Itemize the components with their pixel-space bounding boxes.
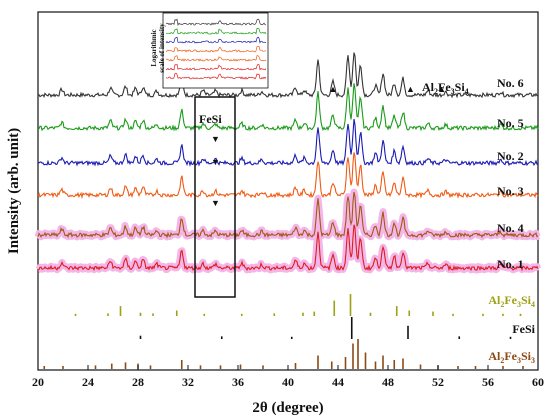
al2fe3si4-top-label: Al2Fe3Si4 [422,80,469,96]
x-tick-label-40: 40 [282,375,294,389]
series-line-no-2 [37,118,539,167]
reference-label-al2fe3si4: Al2Fe3Si4 [488,293,535,309]
inset-curve-5 [165,63,267,71]
peak-markers: ▲ ▲ ▲ ▼ ▼ ▼ [211,84,446,208]
y-axis-title: Intensity (arb. unit) [6,128,22,254]
x-tick-label-28: 28 [132,375,144,389]
peak-marker-2: ▲ [437,84,446,94]
peak-marker-0: ▲ [329,84,338,94]
sample-label-no-2: No. 2 [497,149,524,163]
al2fe3si4-top-label-sub3: 4 [465,87,469,96]
inset-title-line2: scale of intensity [158,23,166,73]
al2fe3si4-top-label-sub2: 3 [451,87,455,96]
series-line-no-4 [37,191,539,239]
series-line-no-3 [37,152,539,200]
x-tick-label-32: 32 [182,375,194,389]
inset-panel: Logarithmic scale of intensity [150,12,269,89]
x-axis: 20 24 28 32 36 40 44 48 52 56 60 [32,365,544,389]
peak-marker-3: ▼ [211,134,220,144]
inset-curve-2 [165,36,266,44]
al2fe3si4-top-label-text: Al [422,80,435,94]
reference-fesi [139,317,512,339]
peak-marker-5: ▼ [211,198,220,208]
x-tick-label-52: 52 [432,375,444,389]
reference-patterns [43,294,524,369]
inset-curve-1 [165,28,267,35]
reference-label-al2fe3si3: Al2Fe3Si3 [488,349,535,365]
sample-label-no-6: No. 6 [497,76,524,90]
x-tick-label-24: 24 [82,375,94,389]
fesi-highlight-box [194,96,236,298]
al2fe3si4-top-label-si: Si [455,80,466,94]
al2fe3si4-top-label-fe: Fe [438,80,451,94]
x-tick-label-36: 36 [232,375,244,389]
reference-al2fe3si4 [74,294,522,316]
series-line-no-6 [37,52,539,99]
x-tick-label-48: 48 [382,375,394,389]
inset-curve-3 [165,45,267,53]
inset-title-line1: Logarithmic [150,29,158,66]
x-tick-label-44: 44 [332,375,344,389]
fesi-box-label: FeSi [199,112,222,126]
highlight-no-4 [34,188,541,241]
x-tick-label-56: 56 [482,375,494,389]
x-axis-title: 2θ (degree) [252,400,323,416]
inset-curve-6 [165,72,267,80]
sample-label-no-5: No. 5 [497,116,524,130]
inset-curve-0 [165,18,267,27]
sample-labels: No. 6 No. 5 No. 2 No. 3 No. 4 No. 1 [497,76,524,271]
sample-label-no-3: No. 3 [497,184,524,198]
reference-label-fesi: FeSi [512,322,535,336]
sample-label-no-1: No. 1 [497,257,524,271]
inset-curve-4 [165,55,267,62]
series-line-no-1 [37,224,539,272]
diffraction-series [37,52,539,272]
sample-label-no-4: No. 4 [497,221,524,235]
x-tick-label-20: 20 [32,375,44,389]
peak-marker-1: ▲ [406,84,415,94]
x-tick-label-60: 60 [532,375,544,389]
al2fe3si4-top-label-sub1: 2 [434,87,438,96]
plot-frame [37,11,539,371]
reference-al2fe3si3 [43,339,524,369]
pattern-highlights [34,188,542,274]
reference-labels: Al2Fe3Si4 FeSi Al2Fe3Si3 [488,293,535,365]
series-line-no-5 [37,83,539,132]
inset-curves [165,18,267,80]
peak-marker-4: ▼ [211,157,220,167]
